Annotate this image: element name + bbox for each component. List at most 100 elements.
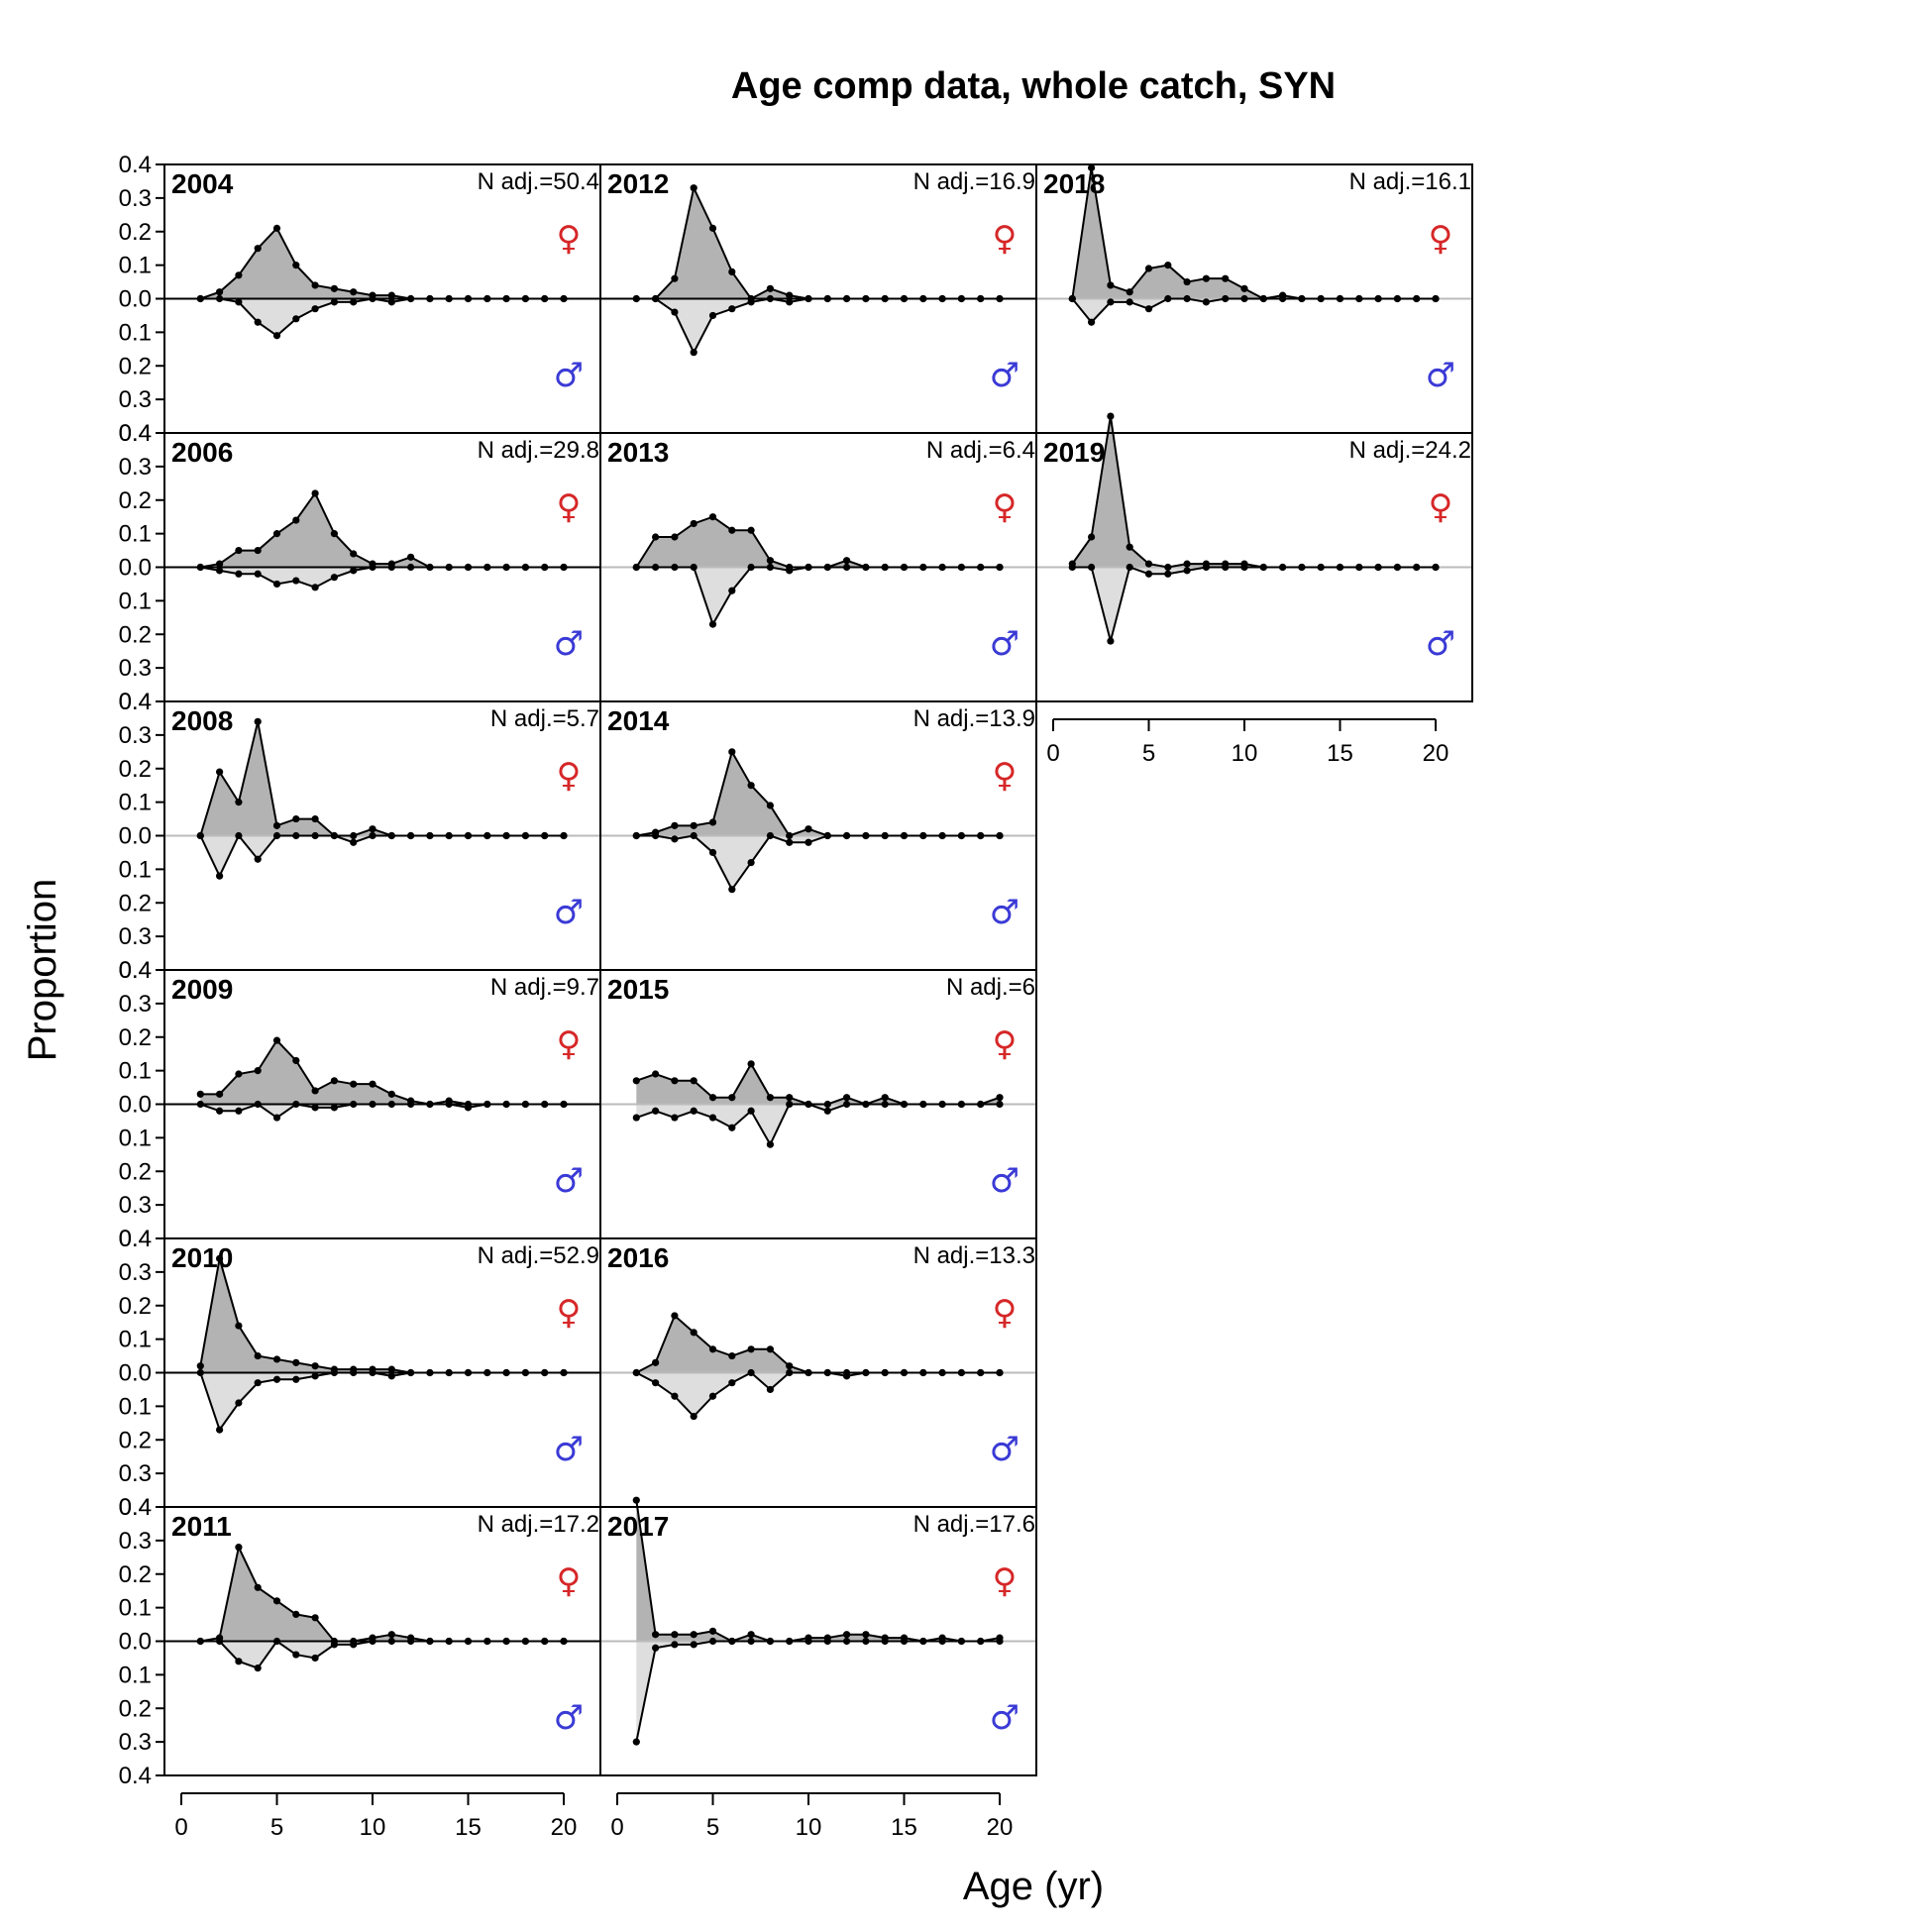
male-point bbox=[977, 1368, 985, 1377]
male-point bbox=[350, 1368, 358, 1377]
x-axis-title: Age (yr) bbox=[963, 1865, 1104, 1908]
male-point bbox=[996, 1100, 1004, 1109]
female-point bbox=[330, 284, 338, 292]
male-point bbox=[1240, 563, 1248, 572]
male-point bbox=[1336, 563, 1344, 572]
male-point bbox=[560, 831, 568, 840]
panel-2016: 2016 N adj.=13.3 ♀ ♂ bbox=[599, 1237, 1037, 1508]
male-point bbox=[957, 1368, 966, 1377]
male-point bbox=[996, 563, 1004, 572]
y-tick-label: 0.2 bbox=[119, 1561, 152, 1588]
female-point bbox=[272, 1597, 281, 1605]
female-point bbox=[1107, 412, 1115, 420]
male-point bbox=[823, 294, 831, 303]
female-point bbox=[272, 1355, 281, 1363]
panel-2011: 2011 N adj.=17.2 ♀ ♂ 0.4 0.3 0.2 0.1 0.0 0.1 0.2 0.… bbox=[119, 1494, 601, 1789]
female-point bbox=[786, 831, 794, 840]
y-tick-label: 0.3 bbox=[119, 1259, 152, 1286]
female-area bbox=[636, 187, 1000, 299]
female-point bbox=[196, 1362, 204, 1370]
female-point bbox=[350, 288, 358, 296]
male-point bbox=[426, 1368, 434, 1377]
male-point bbox=[445, 294, 453, 303]
male-point bbox=[1355, 294, 1363, 303]
male-point bbox=[728, 1124, 736, 1131]
female-point bbox=[387, 291, 395, 299]
female-point bbox=[766, 1094, 775, 1102]
male-point bbox=[862, 1100, 870, 1109]
male-point bbox=[407, 1368, 415, 1377]
male-point bbox=[957, 831, 966, 840]
male-point bbox=[805, 1637, 812, 1646]
male-area bbox=[636, 567, 1000, 625]
female-point bbox=[708, 1627, 717, 1635]
female-point bbox=[652, 1358, 660, 1366]
male-point bbox=[330, 1368, 338, 1377]
male-symbol-icon: ♂ bbox=[990, 1430, 1020, 1469]
female-symbol-icon: ♀ bbox=[993, 1561, 1018, 1601]
x-tick-label: 10 bbox=[360, 1814, 386, 1841]
female-point bbox=[690, 821, 698, 829]
x-tick-label: 0 bbox=[1046, 740, 1059, 767]
female-point bbox=[235, 271, 243, 279]
male-point bbox=[881, 831, 889, 840]
male-point bbox=[671, 1114, 679, 1122]
male-point bbox=[1088, 563, 1096, 572]
y-tick-label: 0.3 bbox=[119, 386, 152, 413]
male-point bbox=[387, 1637, 395, 1646]
male-point bbox=[786, 567, 794, 575]
male-point bbox=[254, 855, 262, 863]
female-point bbox=[1126, 543, 1133, 551]
panel-2012: 2012 N adj.=16.9 ♀ ♂ bbox=[599, 163, 1037, 434]
female-point bbox=[881, 1094, 889, 1102]
male-point bbox=[387, 1100, 395, 1109]
female-symbol-icon: ♀ bbox=[993, 1293, 1018, 1333]
female-point bbox=[766, 802, 775, 809]
panel-2015: 2015 N adj.=6 ♀ ♂ bbox=[599, 969, 1037, 1239]
male-point bbox=[483, 1637, 491, 1646]
male-point bbox=[708, 620, 717, 628]
male-point bbox=[977, 1100, 985, 1109]
male-point bbox=[445, 1368, 453, 1377]
panel-year-label: 2015 bbox=[607, 974, 669, 1005]
y-tick-label: 0.4 bbox=[119, 689, 152, 715]
male-point bbox=[996, 1637, 1004, 1646]
male-point bbox=[747, 298, 755, 306]
male-point bbox=[786, 298, 794, 306]
y-tick-label: 0.4 bbox=[119, 957, 152, 984]
panel-frame bbox=[1035, 432, 1473, 702]
male-point bbox=[235, 1107, 243, 1115]
male-point bbox=[919, 831, 927, 840]
male-point bbox=[843, 831, 851, 840]
male-point bbox=[196, 1637, 204, 1646]
male-point bbox=[216, 872, 224, 880]
male-point bbox=[671, 835, 679, 843]
male-point bbox=[483, 1100, 491, 1109]
male-line bbox=[1072, 566, 1436, 646]
male-point bbox=[957, 1637, 966, 1646]
y-tick-label: 0.2 bbox=[119, 1024, 152, 1051]
y-tick-label: 0.1 bbox=[119, 521, 152, 548]
panel-n-adj-label: N adj.=17.6 bbox=[913, 1511, 1035, 1538]
female-point bbox=[1088, 533, 1096, 541]
y-tick-label: 0.2 bbox=[119, 353, 152, 379]
male-point bbox=[786, 1637, 794, 1646]
panel-n-adj-label: N adj.=6 bbox=[946, 974, 1035, 1001]
male-point bbox=[728, 1637, 736, 1646]
y-tick-label: 0.4 bbox=[119, 420, 152, 447]
male-point bbox=[521, 1637, 530, 1646]
male-point bbox=[900, 1368, 909, 1377]
male-point bbox=[235, 298, 243, 306]
male-point bbox=[1298, 563, 1306, 572]
panel-2006: 2006 N adj.=29.8 ♀ ♂ 0.4 0.3 0.2 0.1 0.0 0.1 0.2 0.… bbox=[119, 420, 601, 715]
male-point bbox=[235, 1399, 243, 1407]
x-tick-label: 5 bbox=[706, 1814, 719, 1841]
male-point bbox=[747, 1637, 755, 1646]
y-tick-label: 0.4 bbox=[119, 1494, 152, 1521]
male-point bbox=[426, 831, 434, 840]
male-point bbox=[445, 1100, 453, 1109]
female-point bbox=[1164, 262, 1172, 269]
female-symbol-icon: ♀ bbox=[993, 1024, 1018, 1064]
y-tick-label: 0.1 bbox=[119, 1058, 152, 1085]
female-point bbox=[766, 284, 775, 292]
